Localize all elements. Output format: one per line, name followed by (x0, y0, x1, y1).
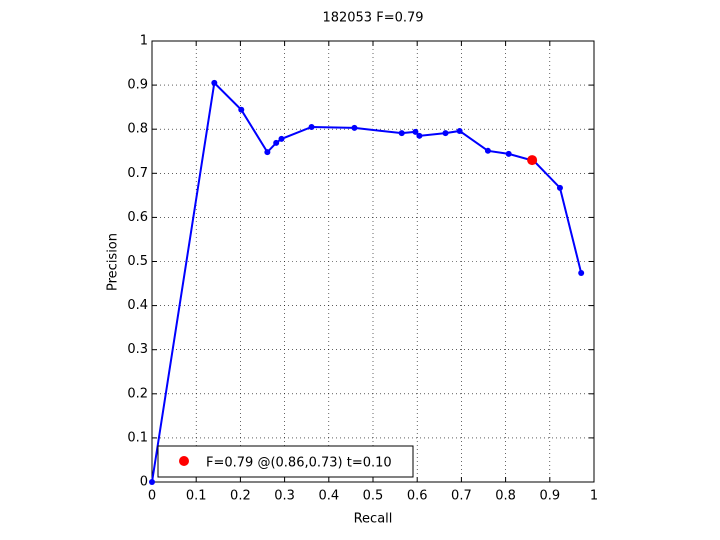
marker (412, 128, 419, 135)
y-tick-label: 0.8 (127, 122, 148, 137)
y-tick-label: 0.7 (127, 166, 148, 181)
legend-label: F=0.79 @(0.86,0.73) t=0.10 (206, 456, 392, 471)
y-tick-label: 0.1 (127, 430, 148, 445)
x-tick-label: 0.8 (495, 489, 516, 504)
y-tick-label: 0.2 (127, 386, 148, 401)
x-tick-label: 0.7 (451, 489, 472, 504)
marker (442, 130, 449, 137)
x-tick-label: 0 (148, 489, 156, 504)
x-tick-label: 0.2 (230, 489, 251, 504)
x-tick-label: 0.6 (407, 489, 428, 504)
marker (456, 127, 463, 134)
x-tick-label: 0.5 (363, 489, 384, 504)
marker (578, 269, 585, 276)
y-axis-label: Precision (106, 233, 121, 291)
marker (556, 184, 563, 191)
y-tick-label: 0.5 (127, 254, 148, 269)
y-tick-label: 0.9 (127, 78, 148, 93)
line (151, 80, 583, 483)
marker (416, 132, 423, 139)
y-tick-label: 0.3 (127, 342, 148, 357)
marker (351, 124, 358, 131)
legend-marker (179, 456, 189, 466)
plot-frame (151, 40, 595, 483)
marker (211, 79, 218, 86)
marker (264, 149, 271, 156)
x-tick-label: 0.3 (274, 489, 295, 504)
marker (398, 130, 405, 137)
marker (505, 150, 512, 157)
y-tick-label: 0.4 (127, 298, 148, 313)
chart-title: 182053 F=0.79 (322, 11, 423, 26)
marker (484, 147, 491, 154)
marker (273, 139, 280, 146)
x-axis-label: Recall (354, 512, 393, 527)
marker (238, 106, 245, 113)
x-tick-label: 0.9 (539, 489, 560, 504)
x-tick-label: 0.4 (318, 489, 339, 504)
x-tick-label: 0.1 (186, 489, 207, 504)
y-tick-label: 0 (140, 475, 148, 490)
legend-box (157, 445, 414, 478)
marker (278, 135, 285, 142)
marker (149, 479, 155, 485)
highlight-point (527, 155, 538, 166)
y-tick-label: 0.6 (127, 210, 148, 225)
marker (308, 123, 315, 130)
x-tick-label: 1 (590, 489, 598, 504)
y-tick-label: 1 (140, 34, 148, 49)
